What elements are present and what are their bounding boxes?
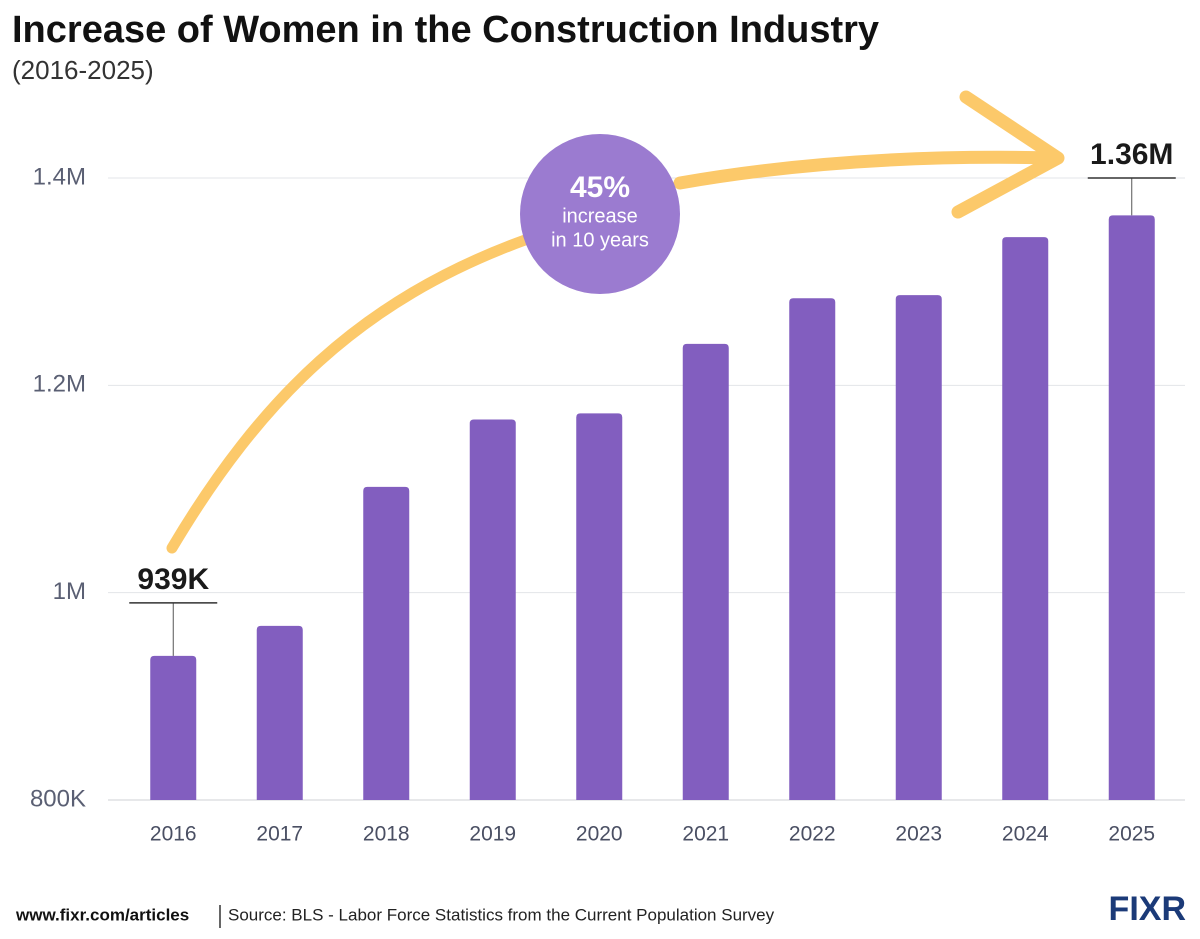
bar — [469, 419, 516, 800]
value-label: 1.36M — [1090, 138, 1173, 171]
annotation-value: 45% — [570, 171, 630, 204]
bar — [789, 298, 836, 800]
bar — [150, 655, 197, 800]
logo: FIXR — [1109, 890, 1186, 928]
annotation-text: in 10 years — [551, 229, 649, 251]
x-tick-label: 2020 — [576, 823, 623, 846]
bar — [682, 343, 729, 800]
bars — [150, 215, 1155, 801]
footer-source: Source: BLS - Labor Force Statistics fro… — [228, 905, 775, 924]
x-tick-label: 2018 — [363, 823, 410, 846]
y-tick-label: 1.2M — [33, 371, 86, 398]
x-tick-label: 2022 — [789, 823, 836, 846]
bar — [895, 295, 942, 800]
x-tick-label: 2024 — [1002, 823, 1049, 846]
y-tick-label: 800K — [30, 785, 86, 812]
bar — [576, 413, 623, 800]
x-tick-label: 2021 — [682, 823, 729, 846]
value-label: 939K — [137, 563, 209, 596]
bar — [1108, 215, 1155, 800]
bar — [363, 486, 410, 800]
bar — [1002, 237, 1049, 801]
x-tick-label: 2019 — [469, 823, 516, 846]
y-tick-label: 1M — [53, 578, 86, 605]
arrow-head — [951, 90, 1065, 219]
x-tick-label: 2025 — [1108, 823, 1155, 846]
trend-arrow — [673, 150, 1062, 190]
chart-title: Increase of Women in the Construction In… — [12, 9, 879, 51]
x-tick-label: 2016 — [150, 823, 197, 846]
annotation-text: increase — [562, 205, 638, 227]
footer-url: www.fixr.com/articles — [15, 905, 189, 924]
chart-subtitle: (2016-2025) — [12, 55, 154, 85]
trend-arrow — [166, 234, 531, 554]
x-tick-label: 2017 — [256, 823, 303, 846]
x-tick-label: 2023 — [895, 823, 942, 846]
annotation-circle — [520, 134, 680, 294]
bar — [256, 625, 303, 800]
y-tick-label: 1.4M — [33, 163, 86, 190]
